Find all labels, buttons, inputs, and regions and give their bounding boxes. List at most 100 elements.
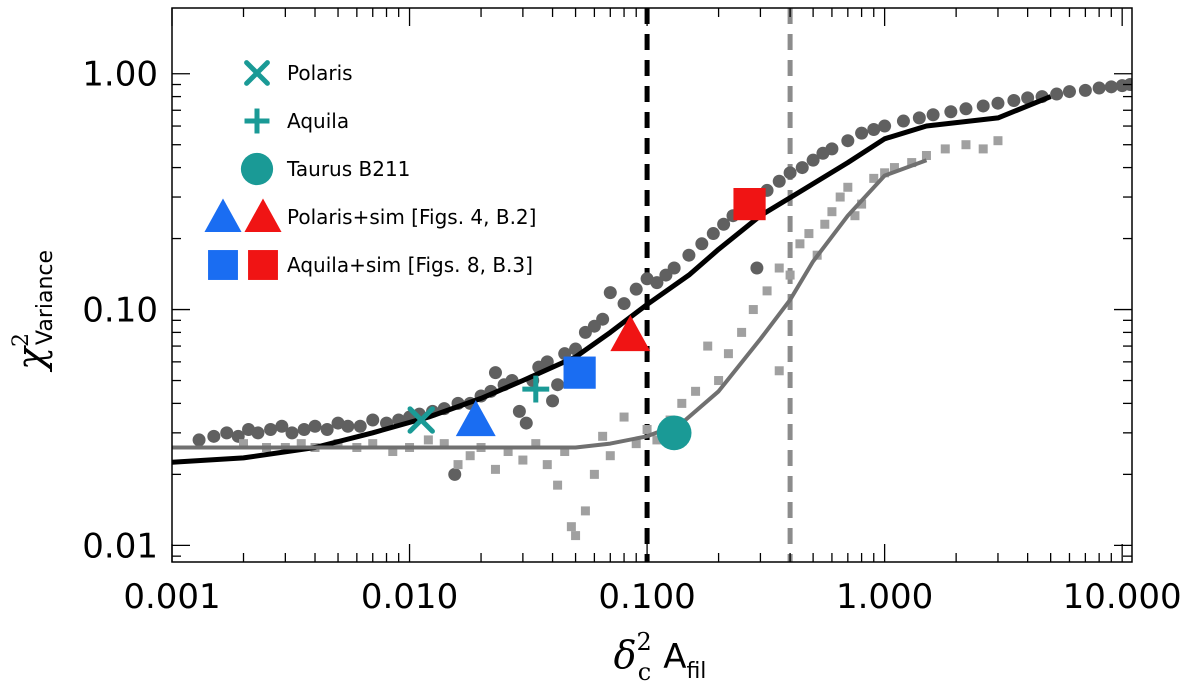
circle-point-2 (220, 426, 234, 440)
svg-text:χ2Variance: χ2Variance (9, 250, 58, 373)
legend-marker-x (244, 60, 270, 86)
circle-point-79 (1078, 83, 1092, 97)
circle-point-67 (896, 114, 910, 128)
square-point-60 (978, 144, 988, 154)
circle-point-13 (341, 419, 355, 433)
tick-labels: 0.001 0.010 0.100 1.000 10.000 0.01 0.10 1.00 (82, 55, 1181, 617)
circle-point-42 (603, 286, 617, 300)
circle-point-51 (706, 227, 720, 241)
square-point-28 (619, 412, 629, 422)
square-point-19 (542, 460, 552, 470)
legend-marker-circle (240, 152, 274, 186)
polaris-sim-blue-marker (455, 400, 496, 437)
square-point-31 (652, 435, 662, 445)
square-point-45 (804, 229, 814, 239)
square-point-16 (503, 447, 513, 457)
legend-label: Polaris+sim [Figs. 4, B.2] (287, 205, 536, 229)
circle-point-22 (448, 467, 462, 481)
square-point-42 (774, 366, 784, 376)
square-point-17 (518, 455, 528, 465)
square-point-21 (560, 447, 570, 457)
circle-point-81 (1104, 80, 1118, 94)
square-point-30 (642, 424, 652, 434)
legend-entry-0: Polaris (244, 60, 353, 86)
circle-point-62 (825, 142, 839, 156)
square-point-18 (531, 439, 541, 449)
circle-point-8 (285, 426, 299, 440)
circle-point-70 (944, 105, 958, 119)
circle-point-11 (320, 422, 334, 436)
aquila-marker (522, 375, 550, 403)
square-point-22 (566, 522, 576, 532)
square-point-54 (880, 168, 890, 178)
circle-point-71 (959, 102, 973, 116)
circle-point-77 (1050, 87, 1064, 101)
y-axis-title: χ2Variance (9, 250, 58, 373)
legend-label: Polaris (287, 61, 353, 85)
polaris-marker (407, 406, 435, 434)
square-point-12 (453, 460, 463, 470)
circle-point-58 (783, 166, 797, 180)
y-tick-label-2: 1.00 (82, 55, 158, 95)
square-point-25 (589, 469, 599, 479)
square-point-23 (571, 531, 581, 541)
circle-point-66 (878, 119, 892, 133)
x-tick-label-1: 0.010 (361, 577, 458, 617)
circle-point-12 (331, 416, 345, 430)
data-points (192, 78, 1132, 541)
circle-point-59 (795, 161, 809, 175)
black-fit-curve (172, 94, 1052, 465)
circle-point-60 (806, 153, 820, 167)
circle-point-49 (682, 248, 696, 262)
circle-point-34 (540, 355, 554, 369)
square-point-37 (723, 349, 733, 359)
square-point-15 (490, 464, 500, 474)
square-point-47 (820, 219, 830, 229)
circle-point-45 (640, 272, 654, 286)
x-tick-label-3: 1.000 (836, 577, 933, 617)
legend-label: Aquila (287, 109, 349, 133)
square-point-35 (703, 341, 713, 351)
legend-entry-3: Polaris+sim [Figs. 4, B.2] (204, 198, 536, 232)
square-point-38 (737, 327, 747, 337)
circle-point-0 (192, 433, 206, 447)
x-axis-title: δ2 c Afil (614, 628, 707, 681)
circle-point-57 (772, 174, 786, 188)
square-point-7 (368, 439, 378, 449)
square-point-3 (296, 439, 306, 449)
legend-label: Taurus B211 (286, 157, 410, 181)
square-point-55 (889, 163, 899, 173)
square-point-59 (961, 140, 971, 150)
aquila-sim-red-marker (733, 187, 766, 221)
square-point-13 (465, 451, 475, 461)
square-point-24 (580, 506, 590, 516)
legend-marker-triangle (244, 198, 282, 232)
circle-point-14 (353, 419, 367, 433)
circle-point-78 (1062, 85, 1076, 99)
legend: Polaris Aquila Taurus B211 Polaris+sim [Fig… (204, 60, 536, 280)
circle-point-80 (1092, 81, 1106, 95)
square-point-57 (921, 151, 931, 161)
circle-point-1 (207, 429, 221, 443)
circle-point-74 (1007, 94, 1021, 108)
circle-point-75 (1021, 91, 1035, 105)
square-point-10 (423, 435, 433, 445)
square-point-36 (714, 376, 724, 386)
square-point-53 (869, 173, 879, 183)
aquila-sim-blue-marker (563, 356, 596, 389)
circle-point-43 (617, 297, 631, 311)
x-tick-label-0: 0.001 (123, 577, 220, 617)
square-point-56 (907, 158, 917, 168)
circle-point-7 (275, 419, 289, 433)
circle-point-72 (976, 99, 990, 113)
square-point-8 (388, 447, 398, 457)
circle-point-5 (251, 426, 265, 440)
square-point-20 (553, 480, 563, 490)
circle-point-64 (855, 126, 869, 140)
legend-marker-square (208, 250, 238, 280)
square-point-26 (598, 431, 608, 441)
circle-point-36 (551, 378, 565, 392)
highlight-markers (407, 187, 766, 451)
square-point-48 (827, 207, 837, 217)
